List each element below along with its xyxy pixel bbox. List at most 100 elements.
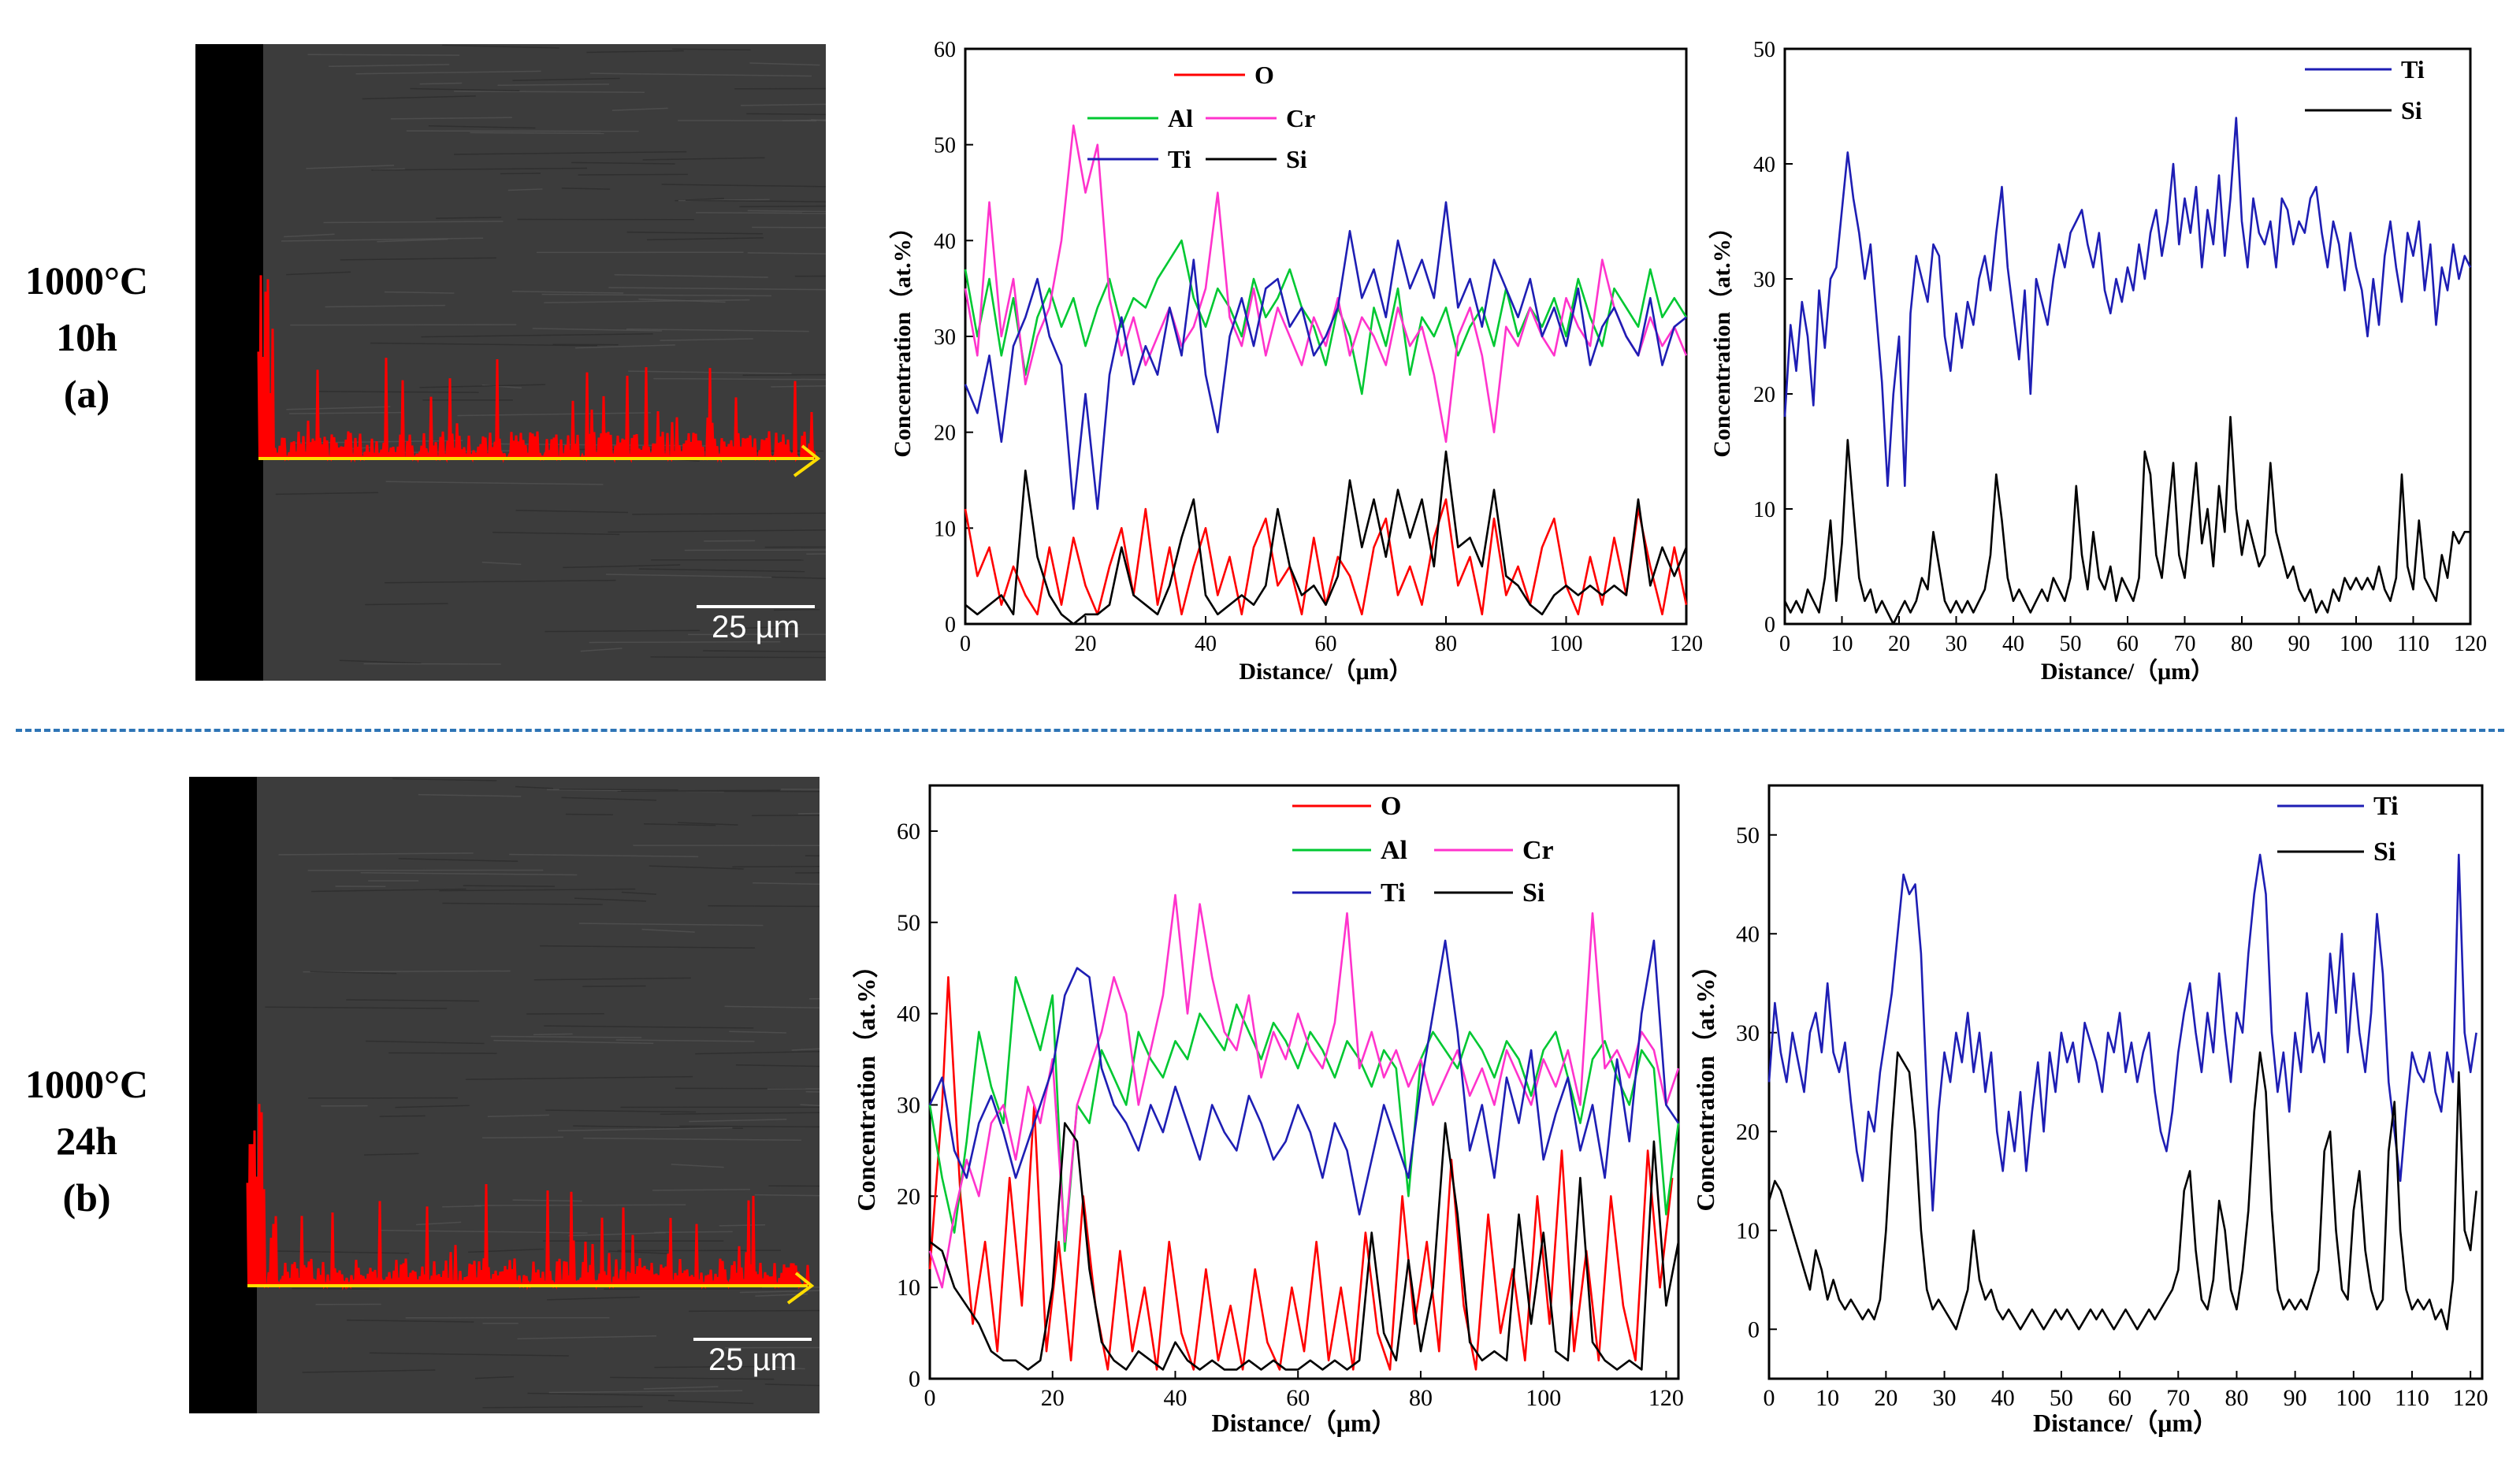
series-line-ti	[1783, 117, 2472, 488]
x-tick-label: 80	[1409, 1385, 1433, 1411]
x-axis-title: Distance/（μm）	[2041, 658, 2214, 685]
sem-texture-streak	[732, 866, 820, 868]
legend-label-cr: Cr	[1286, 104, 1315, 132]
y-tick-label: 40	[934, 229, 956, 254]
sem-texture-streak	[323, 221, 504, 224]
sem-texture-streak	[724, 1005, 820, 1008]
sem-texture-streak	[286, 271, 351, 276]
x-tick-label: 120	[1670, 632, 1702, 656]
y-tick-label: 30	[1736, 1020, 1760, 1046]
x-tick-label: 80	[2231, 632, 2253, 656]
row-a-time: 10h	[56, 315, 117, 359]
sem-texture-streak	[574, 897, 647, 902]
x-tick-label: 0	[1764, 1385, 1775, 1411]
sem-texture-streak	[421, 332, 653, 338]
x-tick-label: 80	[2225, 1385, 2248, 1411]
sem-texture-streak	[541, 293, 771, 297]
row-a-temperature: 1000°C	[24, 258, 149, 303]
sem-texture-streak	[340, 257, 496, 261]
sem-texture-streak	[719, 1223, 766, 1227]
sem-texture-streak	[621, 790, 820, 793]
sem-texture-streak	[797, 812, 820, 815]
sem-texture-streak	[661, 184, 826, 188]
sem-texture-streak	[805, 1091, 820, 1093]
sem-texture-streak	[369, 1352, 569, 1357]
sem-texture-streak	[767, 1088, 820, 1090]
x-axis-title: Distance/（μm）	[1239, 658, 1412, 685]
sem-texture-streak	[608, 529, 826, 533]
series-line-cr	[928, 893, 1680, 1289]
sem-texture-streak	[265, 1006, 448, 1009]
sem-texture-streak	[512, 290, 624, 294]
x-tick-label: 30	[1946, 632, 1968, 656]
sem-texture-streak	[568, 1231, 666, 1237]
series-line-o	[964, 498, 1688, 616]
sem-texture-streak	[544, 299, 750, 303]
x-tick-label: 50	[2060, 632, 2082, 656]
chart-b-ti-si: 0 10 20 30 40 50 60 70 80 90 100 110 12001020304050D…	[1691, 784, 2488, 1437]
sem-texture-streak	[606, 574, 772, 578]
x-tick-label: 0	[960, 632, 971, 656]
x-tick-label: 60	[2117, 632, 2139, 656]
sem-texture-streak	[507, 188, 543, 191]
scale-bar-label: 25 µm	[708, 1342, 797, 1377]
linescan-arrow	[793, 444, 821, 477]
sem-texture-streak	[482, 1405, 643, 1409]
sem-texture-streak	[808, 997, 820, 1000]
sem-texture-streak	[493, 1039, 654, 1045]
sem-texture-streak	[286, 406, 391, 410]
sem-texture-streak	[735, 1064, 820, 1068]
x-tick-label: 80	[1435, 632, 1457, 656]
y-tick-label: 40	[1736, 921, 1760, 947]
y-tick-label: 30	[1753, 268, 1775, 292]
sem-texture-streak	[739, 1290, 820, 1294]
sem-texture-streak	[310, 971, 397, 975]
sem-texture-streak	[385, 481, 604, 485]
sem-texture-streak	[277, 1250, 410, 1254]
sem-texture-streak	[754, 1194, 820, 1197]
y-axis-title: Concentration（at.%）	[889, 215, 916, 457]
sem-texture-streak	[311, 888, 466, 893]
sem-texture-streak	[761, 576, 826, 579]
sem-texture-streak	[442, 902, 603, 905]
sem-texture-streak	[708, 904, 820, 908]
sem-texture-streak	[653, 377, 826, 381]
sem-texture-streak	[643, 1386, 719, 1390]
sem-texture-streak	[604, 1288, 797, 1290]
sem-texture-streak	[660, 1112, 820, 1115]
sem-texture-streak	[346, 1319, 474, 1323]
sem-texture-streak	[454, 90, 645, 93]
legend-label-ti: Ti	[1381, 878, 1406, 908]
x-tick-label: 0	[924, 1385, 936, 1411]
y-tick-label: 20	[1753, 383, 1775, 407]
x-tick-label: 20	[1888, 632, 1910, 656]
sem-texture-streak	[474, 1376, 515, 1379]
row-divider	[16, 729, 2504, 732]
series-line-ti	[1767, 853, 2477, 1212]
sem-texture-streak	[418, 793, 522, 797]
series-line-si	[1767, 1051, 2477, 1331]
legend-label-al: Al	[1381, 836, 1407, 865]
sem-texture-streak	[638, 298, 726, 303]
sem-texture-streak	[729, 1030, 786, 1034]
sem-texture-streak	[773, 608, 820, 611]
sem-texture-streak	[696, 212, 826, 214]
y-tick-label: 0	[909, 1366, 920, 1392]
x-tick-label: 100	[1550, 632, 1583, 656]
sem-texture-streak	[325, 304, 446, 308]
chart-a-all-elements: 0 20 40 60 80 100 1200102030405060Distance/（μm…	[889, 38, 1702, 685]
x-tick-label: 40	[1163, 1385, 1187, 1411]
sem-texture-streak	[436, 217, 502, 219]
y-tick-label: 30	[934, 325, 956, 350]
sem-texture-streak	[281, 237, 484, 242]
sem-texture-streak	[465, 1075, 693, 1080]
sem-texture-streak	[545, 1109, 696, 1113]
sem-texture-streak	[371, 167, 588, 171]
sem-texture-streak	[742, 373, 826, 377]
sem-image-a-scalebar: 25 µm	[697, 605, 815, 645]
y-tick-label: 20	[897, 1183, 920, 1209]
sem-texture-streak	[644, 823, 716, 826]
legend-label-ti: Ti	[2373, 792, 2399, 821]
legend-label-o: O	[1254, 61, 1274, 89]
sem-texture-streak	[515, 510, 629, 514]
